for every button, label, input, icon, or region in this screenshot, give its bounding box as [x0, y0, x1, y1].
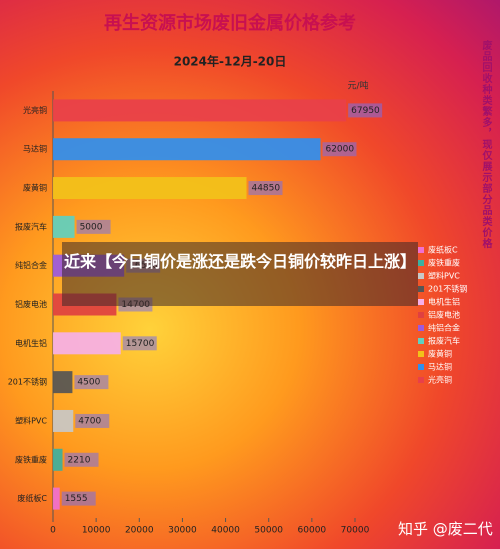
legend-swatch — [418, 260, 424, 266]
y-tick-label: 铝废电池 — [15, 299, 47, 309]
value-label: 2210 — [68, 455, 91, 465]
legend-label: 塑料PVC — [428, 271, 460, 281]
value-label-bg — [322, 142, 357, 157]
bar — [53, 487, 60, 510]
value-label-bg — [74, 375, 109, 390]
legend-label: 废铁重废 — [428, 258, 460, 268]
bar — [53, 332, 121, 355]
y-tick-label: 纯铝合金 — [15, 260, 47, 270]
value-label: 44850 — [251, 184, 280, 194]
x-tick-label: 20000 — [125, 526, 154, 536]
legend-swatch — [418, 286, 424, 292]
value-label-bg — [75, 413, 110, 428]
value-label-bg — [348, 103, 383, 118]
value-label: 67950 — [351, 106, 380, 116]
y-tick-label: 光亮铜 — [23, 105, 47, 115]
legend-label: 201不锈钢 — [428, 284, 467, 294]
value-label: 62000 — [325, 145, 354, 155]
value-label-bg — [61, 491, 96, 506]
bar — [53, 371, 73, 394]
y-tick-label: 废铁重废 — [15, 454, 47, 464]
legend-swatch — [418, 325, 424, 331]
legend-swatch — [418, 364, 424, 370]
bar — [53, 177, 247, 200]
y-tick-label: 报废汽车 — [15, 221, 47, 231]
legend-swatch — [418, 377, 424, 383]
y-tick-label: 电机生铝 — [15, 338, 47, 348]
x-tick-label: 0 — [50, 526, 56, 536]
value-label-bg — [248, 181, 283, 196]
x-tick-label: 40000 — [211, 526, 240, 536]
legend-label: 铝废电池 — [428, 310, 460, 320]
x-tick-label: 70000 — [341, 526, 370, 536]
value-label-bg — [122, 336, 157, 351]
legend-swatch — [418, 338, 424, 344]
value-label: 15700 — [126, 339, 155, 349]
legend-label: 光亮铜 — [428, 375, 452, 385]
y-tick-label: 马达铜 — [23, 144, 47, 154]
watermark: 知乎 @废二代 — [398, 520, 493, 538]
value-label: 1555 — [65, 494, 88, 504]
legend-label: 废黄铜 — [428, 349, 452, 359]
bar — [53, 138, 321, 161]
overlay-banner: 近来【今日铜价是涨还是跌今日铜价较昨日上涨】 — [62, 242, 418, 306]
legend-swatch — [418, 247, 424, 253]
value-label-bg — [64, 452, 99, 467]
legend-label: 纯铝合金 — [428, 323, 460, 333]
legend-swatch — [418, 299, 424, 305]
bar — [53, 99, 347, 122]
value-label-bg — [76, 219, 111, 234]
bar — [53, 409, 74, 432]
legend-label: 报废汽车 — [428, 336, 460, 346]
side-note: 废品回收种类繁多，现仅展示部分品类价格 — [480, 40, 491, 249]
legend-swatch — [418, 312, 424, 318]
legend-label: 电机生铝 — [428, 297, 460, 307]
y-tick-label: 废纸板C — [17, 493, 47, 503]
legend-swatch — [418, 273, 424, 279]
legend-label: 废纸板C — [428, 245, 458, 255]
x-tick-label: 60000 — [298, 526, 327, 536]
y-tick-label: 塑料PVC — [15, 415, 47, 425]
x-tick-label: 10000 — [82, 526, 111, 536]
chart-subtitle: 2024年-12月-20日 — [174, 54, 287, 69]
bar — [53, 215, 75, 238]
value-label: 4500 — [77, 378, 100, 388]
value-label: 5000 — [80, 222, 103, 232]
value-label: 4700 — [78, 416, 101, 426]
x-tick-label: 30000 — [168, 526, 197, 536]
x-tick-label: 50000 — [254, 526, 283, 536]
legend-swatch — [418, 351, 424, 357]
legend-label: 马达铜 — [428, 362, 452, 372]
chart-title: 再生资源市场废旧金属价格参考 — [104, 12, 356, 34]
bar — [53, 448, 63, 471]
y-tick-label: 废黄铜 — [23, 183, 47, 193]
unit: 元/吨 — [347, 80, 368, 92]
y-tick-label: 201不锈钢 — [8, 377, 47, 387]
